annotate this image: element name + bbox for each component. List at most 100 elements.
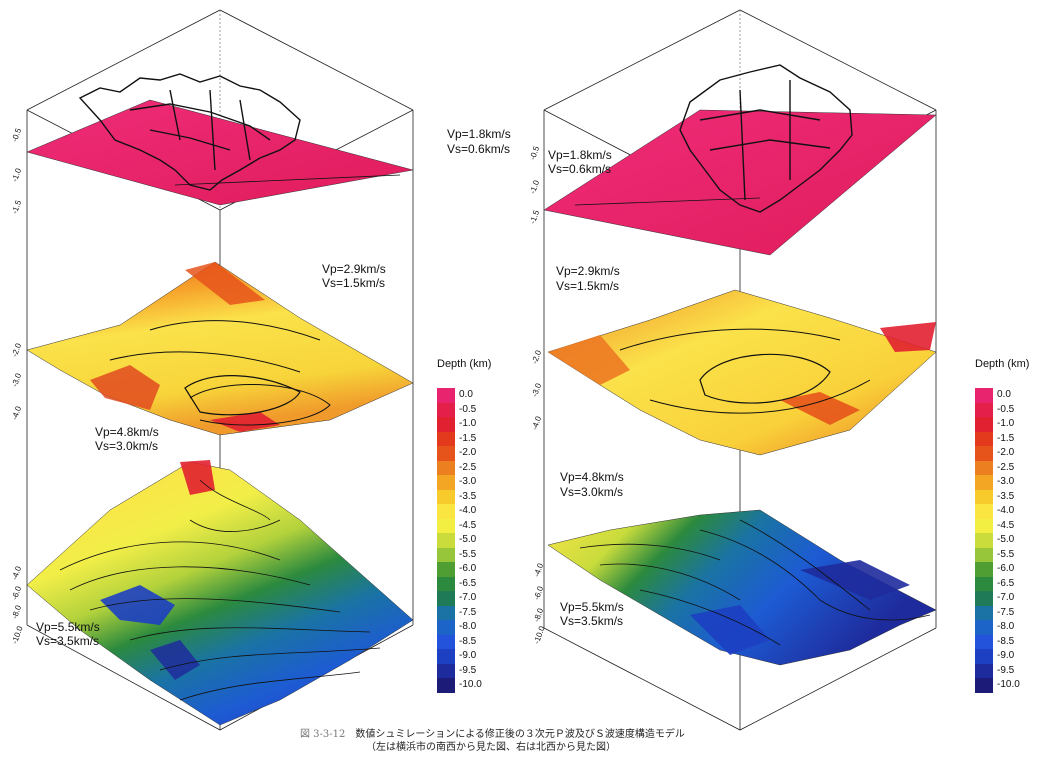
legend-tick-label: -2.0 bbox=[459, 447, 477, 458]
legend-swatch bbox=[437, 649, 455, 664]
legend-tick-label: -0.5 bbox=[997, 403, 1015, 415]
right-layer-2-vp: Vp=2.9km/s bbox=[556, 264, 620, 278]
left-layer-2-vp: Vp=2.9km/s bbox=[322, 262, 386, 276]
legend-tick-labels: 0.0 -0.5 -1.0 -1.5 -2.0 -2.5 -3.0 -3.5 -4.0 -4.5 -… bbox=[459, 388, 482, 693]
legend-swatch bbox=[437, 402, 455, 417]
legend-swatch bbox=[437, 547, 455, 562]
legend-swatch bbox=[437, 431, 455, 446]
right-layer-4-vp: Vp=5.5km/s bbox=[560, 600, 624, 614]
legend-tick-label: -2.0 bbox=[997, 447, 1015, 458]
legend-tick-label: -8.0 bbox=[459, 621, 477, 632]
legend-tick-label: -4.5 bbox=[459, 519, 477, 531]
legend-tick-label: -8.5 bbox=[997, 635, 1015, 647]
figure-number: 図 3-3-12 bbox=[300, 729, 346, 740]
right-layer-3-surface bbox=[547, 509, 937, 666]
legend-swatch bbox=[975, 678, 993, 693]
left-layer-4-vs: Vs=3.5km/s bbox=[36, 634, 100, 648]
right-layer-1-vp: Vp=1.8km/s bbox=[548, 148, 612, 162]
legend-swatch bbox=[437, 388, 455, 403]
legend-tick-label: -6.0 bbox=[997, 563, 1015, 574]
legend-tick-label: -8.0 bbox=[997, 621, 1015, 632]
legend-tick-label: -3.5 bbox=[459, 490, 477, 502]
legend-swatch bbox=[437, 460, 455, 475]
legend-swatch bbox=[437, 576, 455, 591]
right-box-bottom-edge bbox=[543, 627, 937, 731]
legend-swatch bbox=[975, 388, 993, 403]
legend-swatch bbox=[437, 504, 455, 519]
legend-swatch bbox=[437, 417, 455, 432]
legend-tick-label: -9.5 bbox=[997, 664, 1015, 676]
legend-swatch bbox=[975, 417, 993, 432]
legend-tick-label: -2.5 bbox=[997, 461, 1015, 473]
legend-swatch bbox=[437, 634, 455, 649]
legend-tick-label: -1.0 bbox=[997, 418, 1015, 429]
legend-tick-label: -4.5 bbox=[997, 519, 1015, 531]
legend-tick-label: -10.0 bbox=[997, 679, 1020, 690]
legend-tick-label: -4.0 bbox=[459, 505, 477, 516]
legend-tick-label: 0.0 bbox=[459, 389, 473, 400]
left-layer-2-surface bbox=[26, 261, 414, 436]
legend-tick-label: -5.5 bbox=[459, 548, 477, 560]
legend-tick-label: -5.5 bbox=[997, 548, 1015, 560]
legend-tick-label: -9.0 bbox=[997, 650, 1015, 661]
legend-swatch bbox=[975, 620, 993, 635]
legend-tick-label: -6.5 bbox=[459, 577, 477, 589]
right-layer-1-surface bbox=[543, 64, 937, 256]
legend-swatch bbox=[437, 475, 455, 490]
legend-swatch bbox=[975, 605, 993, 620]
left-layer-1-vp: Vp=1.8km/s bbox=[447, 127, 511, 141]
left-layer-4-vp: Vp=5.5km/s bbox=[36, 620, 100, 634]
legend-color-bar bbox=[975, 388, 993, 693]
legend-swatch bbox=[975, 431, 993, 446]
legend-swatch bbox=[975, 533, 993, 548]
legend-swatch bbox=[975, 518, 993, 533]
legend-tick-label: -1.5 bbox=[997, 432, 1015, 444]
legend-swatch bbox=[975, 446, 993, 461]
legend-tick-labels: 0.0 -0.5 -1.0 -1.5 -2.0 -2.5 -3.0 -3.5 -4.0 -4.5 -… bbox=[997, 388, 1020, 693]
legend-tick-label: -7.0 bbox=[997, 592, 1015, 603]
legend-tick-label: -9.0 bbox=[459, 650, 477, 661]
legend-tick-label: -3.5 bbox=[997, 490, 1015, 502]
depth-legend-left: Depth (km) 0.0 -0.5 -1.0 -1.5 -2.0 -2.5 -3.0 -3… bbox=[437, 358, 507, 698]
right-layer-2-vs: Vs=1.5km/s bbox=[556, 279, 620, 293]
legend-swatch bbox=[437, 489, 455, 504]
legend-swatch bbox=[437, 533, 455, 548]
legend-swatch bbox=[975, 402, 993, 417]
legend-swatch bbox=[975, 489, 993, 504]
legend-tick-label: -2.5 bbox=[459, 461, 477, 473]
legend-tick-label: -7.5 bbox=[459, 606, 477, 618]
depth-legend-right: Depth (km) 0.0 -0.5 -1.0 -1.5 -2.0 -2.5 -3.0 -3… bbox=[975, 358, 1045, 698]
legend-tick-label: -7.5 bbox=[997, 606, 1015, 618]
left-layer-1-surface bbox=[26, 73, 414, 206]
legend-tick-label: -6.0 bbox=[459, 563, 477, 574]
legend-swatch bbox=[437, 562, 455, 577]
legend-tick-label: -3.0 bbox=[997, 476, 1015, 487]
left-ward-map bbox=[78, 73, 301, 191]
caption-line-1: 数値シュミレーションによる修正後の３次元Ｐ波及びＳ波速度構造モデル bbox=[355, 729, 685, 740]
legend-tick-label: -5.0 bbox=[997, 534, 1015, 545]
legend-swatch bbox=[975, 663, 993, 678]
legend-tick-label: 0.0 bbox=[997, 389, 1011, 400]
legend-tick-label: -0.5 bbox=[459, 403, 477, 415]
legend-swatch bbox=[975, 634, 993, 649]
legend-swatch bbox=[975, 591, 993, 606]
legend-swatch bbox=[437, 620, 455, 635]
legend-swatch bbox=[437, 605, 455, 620]
legend-swatch bbox=[975, 576, 993, 591]
legend-swatch bbox=[975, 649, 993, 664]
left-layer-2-vs: Vs=1.5km/s bbox=[322, 276, 386, 290]
legend-color-bar bbox=[437, 388, 455, 693]
legend-tick-label: -1.0 bbox=[459, 418, 477, 429]
legend-tick-label: -6.5 bbox=[997, 577, 1015, 589]
legend-swatch bbox=[975, 562, 993, 577]
legend-title: Depth (km) bbox=[975, 358, 1030, 370]
right-layer-3-vs: Vs=3.0km/s bbox=[560, 485, 624, 499]
legend-title: Depth (km) bbox=[437, 358, 492, 370]
left-layer-3-vp: Vp=4.8km/s bbox=[95, 425, 159, 439]
right-layer-2-surface bbox=[547, 289, 937, 456]
right-ward-map bbox=[679, 64, 853, 213]
legend-swatch bbox=[437, 663, 455, 678]
legend-swatch bbox=[437, 678, 455, 693]
legend-swatch bbox=[975, 475, 993, 490]
